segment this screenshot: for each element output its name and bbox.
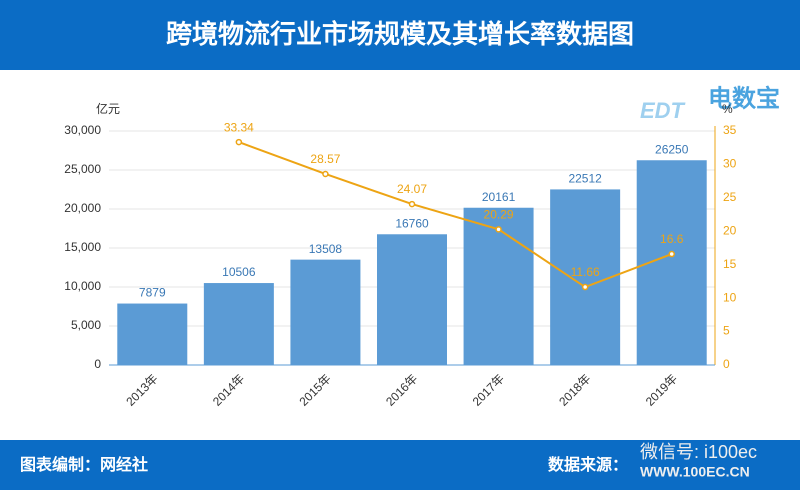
footer-right: 数据来源： (548, 455, 628, 474)
line-value-label: 33.34 (224, 120, 254, 134)
line-value-label: 11.66 (571, 265, 600, 279)
bar (117, 303, 188, 365)
x-tick-label: 2014年 (210, 371, 247, 408)
y-tick-label: 0 (94, 357, 101, 371)
x-tick-label: 2019年 (643, 371, 680, 408)
bar (290, 259, 361, 365)
bar-value-label: 10506 (222, 265, 256, 279)
x-tick-label: 2016年 (383, 371, 420, 408)
y2-tick-label: 30 (723, 157, 737, 171)
y2-tick-label: 20 (723, 223, 737, 237)
bar-value-label: 20161 (482, 190, 516, 204)
bar (463, 207, 534, 365)
y-tick-label: 25,000 (64, 162, 101, 176)
logo-sub: EDT (640, 98, 686, 123)
y2-tick-label: 15 (723, 257, 737, 271)
y2-tick-label: 0 (723, 357, 730, 371)
line-point (668, 250, 675, 258)
bar-value-label: 16760 (395, 216, 429, 230)
line-value-label: 28.57 (310, 152, 340, 166)
y2-tick-label: 25 (723, 190, 737, 204)
line-point (322, 170, 329, 178)
y-tick-label: 20,000 (64, 201, 101, 215)
x-tick-label: 2013年 (123, 371, 160, 408)
x-tick-label: 2015年 (297, 371, 334, 408)
line-point (581, 283, 589, 291)
line-value-label: 24.07 (397, 182, 427, 196)
watermark-site: WWW.100EC.CN (640, 464, 750, 480)
chart-title: 跨境物流行业市场规模及其增长率数据图 (166, 19, 634, 49)
title-banner (0, 0, 800, 70)
bar-value-label: 22512 (568, 172, 602, 186)
y-axis-unit: 亿元 (96, 101, 120, 116)
bar-value-label: 26250 (655, 142, 689, 156)
y2-axis-unit: % (722, 102, 733, 116)
line (238, 141, 673, 289)
y-tick-label: 15,000 (64, 240, 101, 254)
line-point (235, 138, 243, 146)
line-point (408, 200, 416, 208)
bar (203, 283, 274, 365)
line-value-label: 16.6 (660, 232, 684, 246)
y2-tick-label: 35 (723, 123, 737, 137)
footer-banner (0, 440, 800, 490)
x-tick-label: 2018年 (556, 371, 593, 408)
y-tick-label: 5,000 (71, 318, 101, 332)
line-value-label: 20.29 (484, 208, 514, 222)
bar-value-label: 7879 (139, 286, 166, 300)
footer-left: 图表编制：网经社 (20, 455, 148, 474)
line-point (495, 226, 502, 233)
y-tick-label: 30,000 (64, 123, 101, 137)
y-tick-label: 10,000 (64, 279, 101, 293)
x-tick-label: 2017年 (470, 371, 507, 408)
logo-text: 电数宝 (708, 84, 780, 112)
bar (377, 234, 447, 365)
bar-value-label: 13508 (309, 242, 343, 256)
y2-tick-label: 5 (723, 324, 730, 338)
watermark-wechat: 微信号: i100ec (640, 442, 757, 462)
y2-tick-label: 10 (723, 290, 737, 304)
